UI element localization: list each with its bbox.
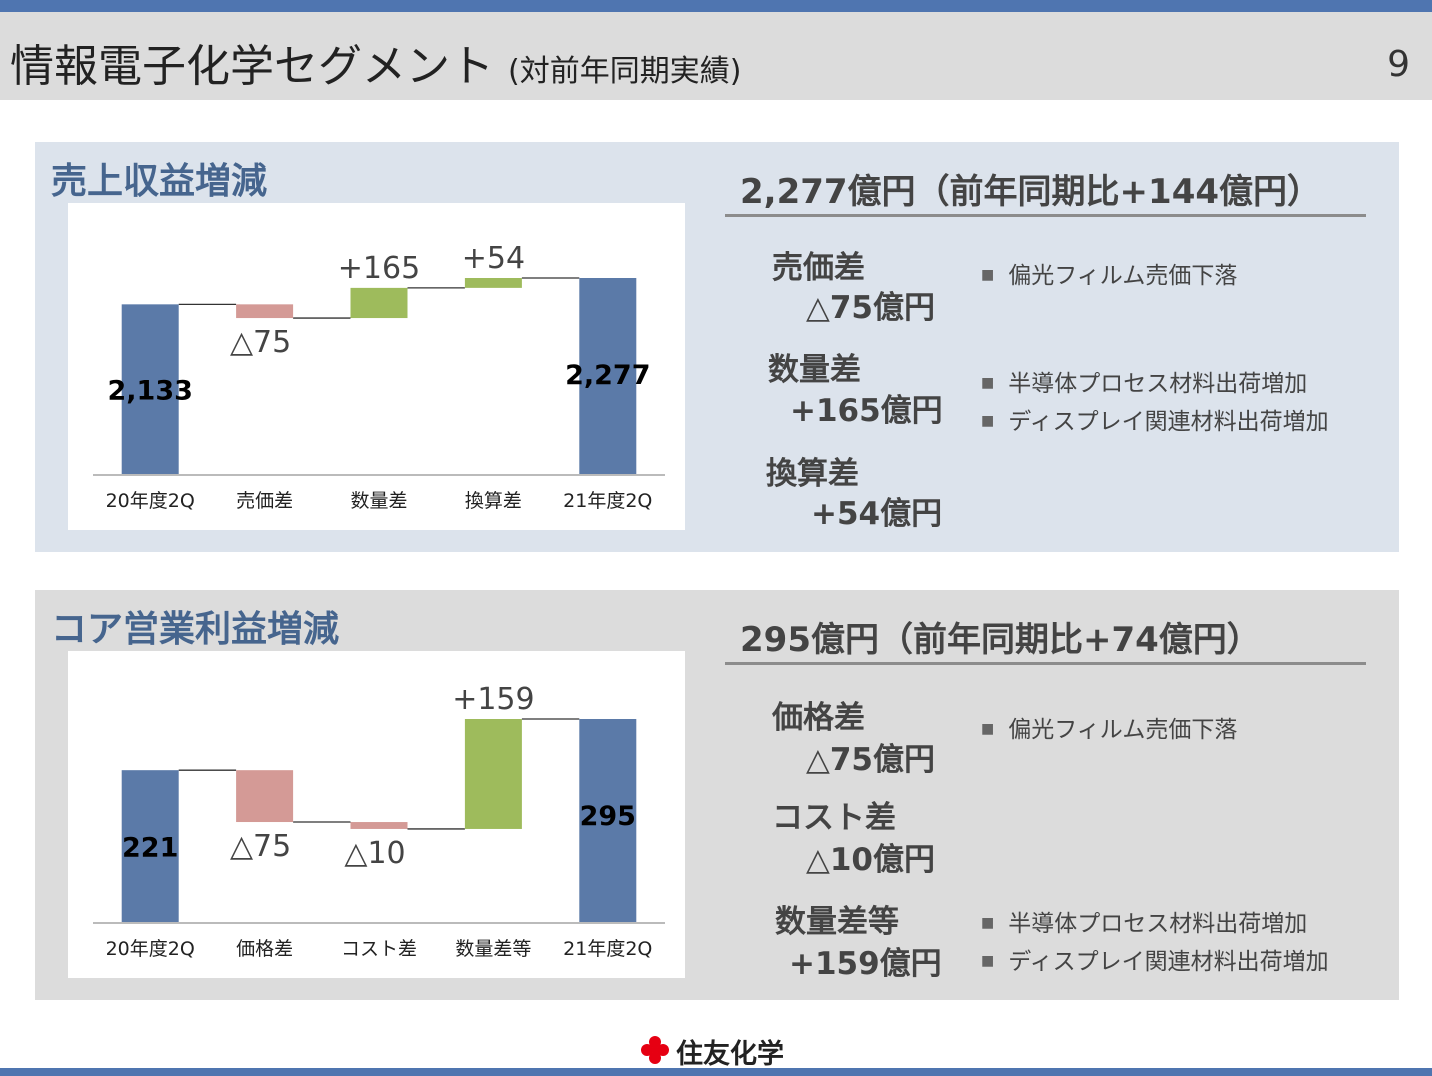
category-tick-label: 価格差 [236, 938, 293, 960]
chart-bar [236, 770, 294, 823]
bottom-accent-bar [0, 1068, 1432, 1076]
revenue-factor-label: 数量差 [768, 352, 861, 388]
profit-factor-value: △10億円 [806, 842, 935, 878]
category-tick-label: 換算差 [465, 490, 522, 512]
chart-bar [579, 278, 637, 475]
profit-factor-value: △75億円 [806, 742, 935, 778]
chart-bar [350, 287, 408, 319]
profit-factor-label: 数量差等 [775, 904, 899, 940]
data-label: 2,133 [107, 376, 192, 407]
chart-bar [464, 719, 522, 829]
revenue-waterfall-chart: 2,133 20年度2Q △75 売価差 +165 数量差 +54 換算差 2,277 21年度2… [93, 241, 665, 512]
page-title-main: 情報電子化学セグメント [10, 41, 494, 92]
category-tick-label: コスト差 [341, 938, 417, 960]
data-label: +165 [338, 251, 420, 286]
data-label: +159 [452, 682, 534, 717]
data-label: △75 [230, 325, 291, 360]
chart-bar [579, 719, 637, 923]
revenue-chart: 2,133 20年度2Q △75 売価差 +165 数量差 +54 換算差 2,277 21年度2… [68, 203, 685, 530]
chart-bar [350, 822, 408, 829]
category-tick-label: 20年度2Q [106, 490, 195, 512]
revenue-summary-divider [725, 214, 1366, 217]
page-title-subtitle: (対前年同期実績) [508, 54, 742, 89]
revenue-factor-value: △75億円 [806, 290, 935, 326]
revenue-factor-bullet: ディスプレイ関連材料出荷増加 [981, 402, 1328, 436]
revenue-factor-bullet: 偏光フィルム売価下落 [981, 256, 1237, 290]
revenue-factor-value: +54億円 [811, 496, 943, 532]
profit-panel: コア営業利益増減 221 20年度2Q △75 価格差 △10 コスト差 +159 数量差等 2… [35, 590, 1399, 1000]
chart-bar [121, 304, 179, 475]
revenue-panel: 売上収益増減 2,133 20年度2Q △75 売価差 +165 数量差 +54 換算差 2,2… [35, 142, 1399, 552]
profit-factor-bullet: 半導体プロセス材料出荷増加 [981, 904, 1307, 938]
chart-bar [121, 770, 179, 923]
chart-bar [464, 278, 522, 288]
profit-factor-bullet: ディスプレイ関連材料出荷増加 [981, 942, 1328, 976]
category-tick-label: 21年度2Q [563, 490, 652, 512]
data-label: 221 [122, 833, 178, 864]
company-name: 住友化学 [676, 1039, 784, 1070]
profit-panel-title: コア営業利益増減 [51, 609, 340, 650]
data-label: 295 [580, 801, 636, 832]
profit-factor-bullet: 偏光フィルム売価下落 [981, 710, 1237, 744]
category-tick-label: 数量差 [350, 490, 407, 512]
profit-waterfall-chart: 221 20年度2Q △75 価格差 △10 コスト差 +159 数量差等 295 21年度2Q [93, 682, 665, 960]
category-tick-label: 21年度2Q [563, 938, 652, 960]
data-label: +54 [462, 241, 525, 276]
profit-factor-value: +159億円 [789, 946, 942, 982]
revenue-factor-value: +165億円 [790, 393, 943, 429]
profit-summary-divider [725, 662, 1366, 665]
chart-bar [236, 304, 294, 319]
page-number: 9 [1387, 44, 1410, 85]
data-label: △75 [230, 829, 291, 864]
page-header: 情報電子化学セグメント (対前年同期実績) 9 [0, 12, 1432, 100]
data-label: 2,277 [565, 360, 650, 391]
revenue-factor-label: 換算差 [766, 456, 859, 492]
page-title: 情報電子化学セグメント (対前年同期実績) [10, 30, 741, 94]
profit-summary: 295億円（前年同期比+74億円） [740, 620, 1261, 660]
category-tick-label: 20年度2Q [106, 938, 195, 960]
data-label: △10 [344, 836, 405, 871]
company-logo-icon [641, 1036, 669, 1064]
revenue-summary: 2,277億円（前年同期比+144億円） [740, 172, 1322, 212]
category-tick-label: 数量差等 [455, 938, 531, 960]
profit-factor-label: コスト差 [772, 800, 896, 836]
category-tick-label: 売価差 [236, 490, 293, 512]
top-accent-bar [0, 0, 1432, 12]
revenue-factor-bullet: 半導体プロセス材料出荷増加 [981, 364, 1307, 398]
revenue-panel-title: 売上収益増減 [51, 161, 268, 202]
profit-chart: 221 20年度2Q △75 価格差 △10 コスト差 +159 数量差等 295 21年度2Q [68, 651, 685, 978]
revenue-factor-label: 売価差 [772, 250, 865, 286]
profit-factor-label: 価格差 [772, 700, 865, 736]
